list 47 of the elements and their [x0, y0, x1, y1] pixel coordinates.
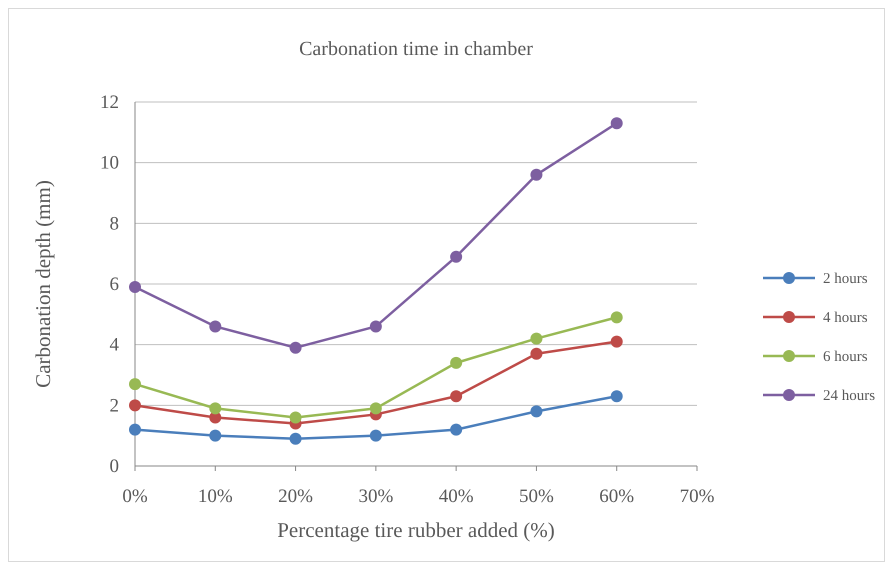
- x-tick-label: 60%: [599, 486, 634, 507]
- point: [209, 430, 222, 442]
- point: [290, 342, 302, 354]
- y-tick-label: 10: [100, 152, 119, 174]
- point: [129, 378, 141, 390]
- point: [530, 168, 542, 181]
- x-tick-label: 70%: [680, 486, 715, 507]
- x-tick-label: 0%: [122, 486, 148, 507]
- point: [209, 402, 222, 414]
- x-tick-label: 40%: [438, 486, 474, 507]
- x-axis-title: Percentage tire rubber added (%): [277, 518, 555, 542]
- point: [530, 332, 542, 345]
- legend-label: 6 hours: [823, 349, 868, 365]
- y-tick-label: 12: [100, 92, 119, 113]
- y-tick-label: 2: [110, 395, 119, 416]
- point: [209, 320, 222, 332]
- legend-label: 4 hours: [823, 310, 868, 326]
- y-tick-label: 4: [110, 334, 120, 356]
- y-tick-label: 6: [110, 274, 119, 295]
- point: [610, 390, 623, 402]
- point: [450, 390, 462, 402]
- y-axis-title: Carbonation depth (mm): [31, 180, 55, 388]
- point: [370, 320, 382, 332]
- point: [290, 411, 302, 424]
- point: [290, 432, 302, 445]
- x-tick-label: 20%: [278, 486, 314, 507]
- y-tick-label: 0: [110, 456, 119, 477]
- point: [129, 399, 141, 412]
- point: [129, 281, 141, 294]
- x-tick-label: 10%: [198, 486, 233, 507]
- point: [450, 424, 462, 436]
- legend-label: 2 hours: [823, 271, 868, 287]
- y-tick-label: 8: [110, 213, 119, 234]
- point: [450, 356, 462, 369]
- point: [610, 117, 623, 130]
- x-tick-label: 30%: [358, 486, 394, 507]
- point: [610, 336, 623, 348]
- point: [129, 424, 141, 436]
- point: [370, 430, 382, 442]
- point: [450, 250, 462, 263]
- point: [530, 405, 542, 418]
- point: [530, 348, 542, 360]
- point: [610, 311, 623, 324]
- x-tick-label: 50%: [519, 486, 554, 507]
- chart-title: Carbonation time in chamber: [299, 38, 534, 60]
- legend-label: 24 hours: [823, 388, 876, 404]
- point: [370, 402, 382, 414]
